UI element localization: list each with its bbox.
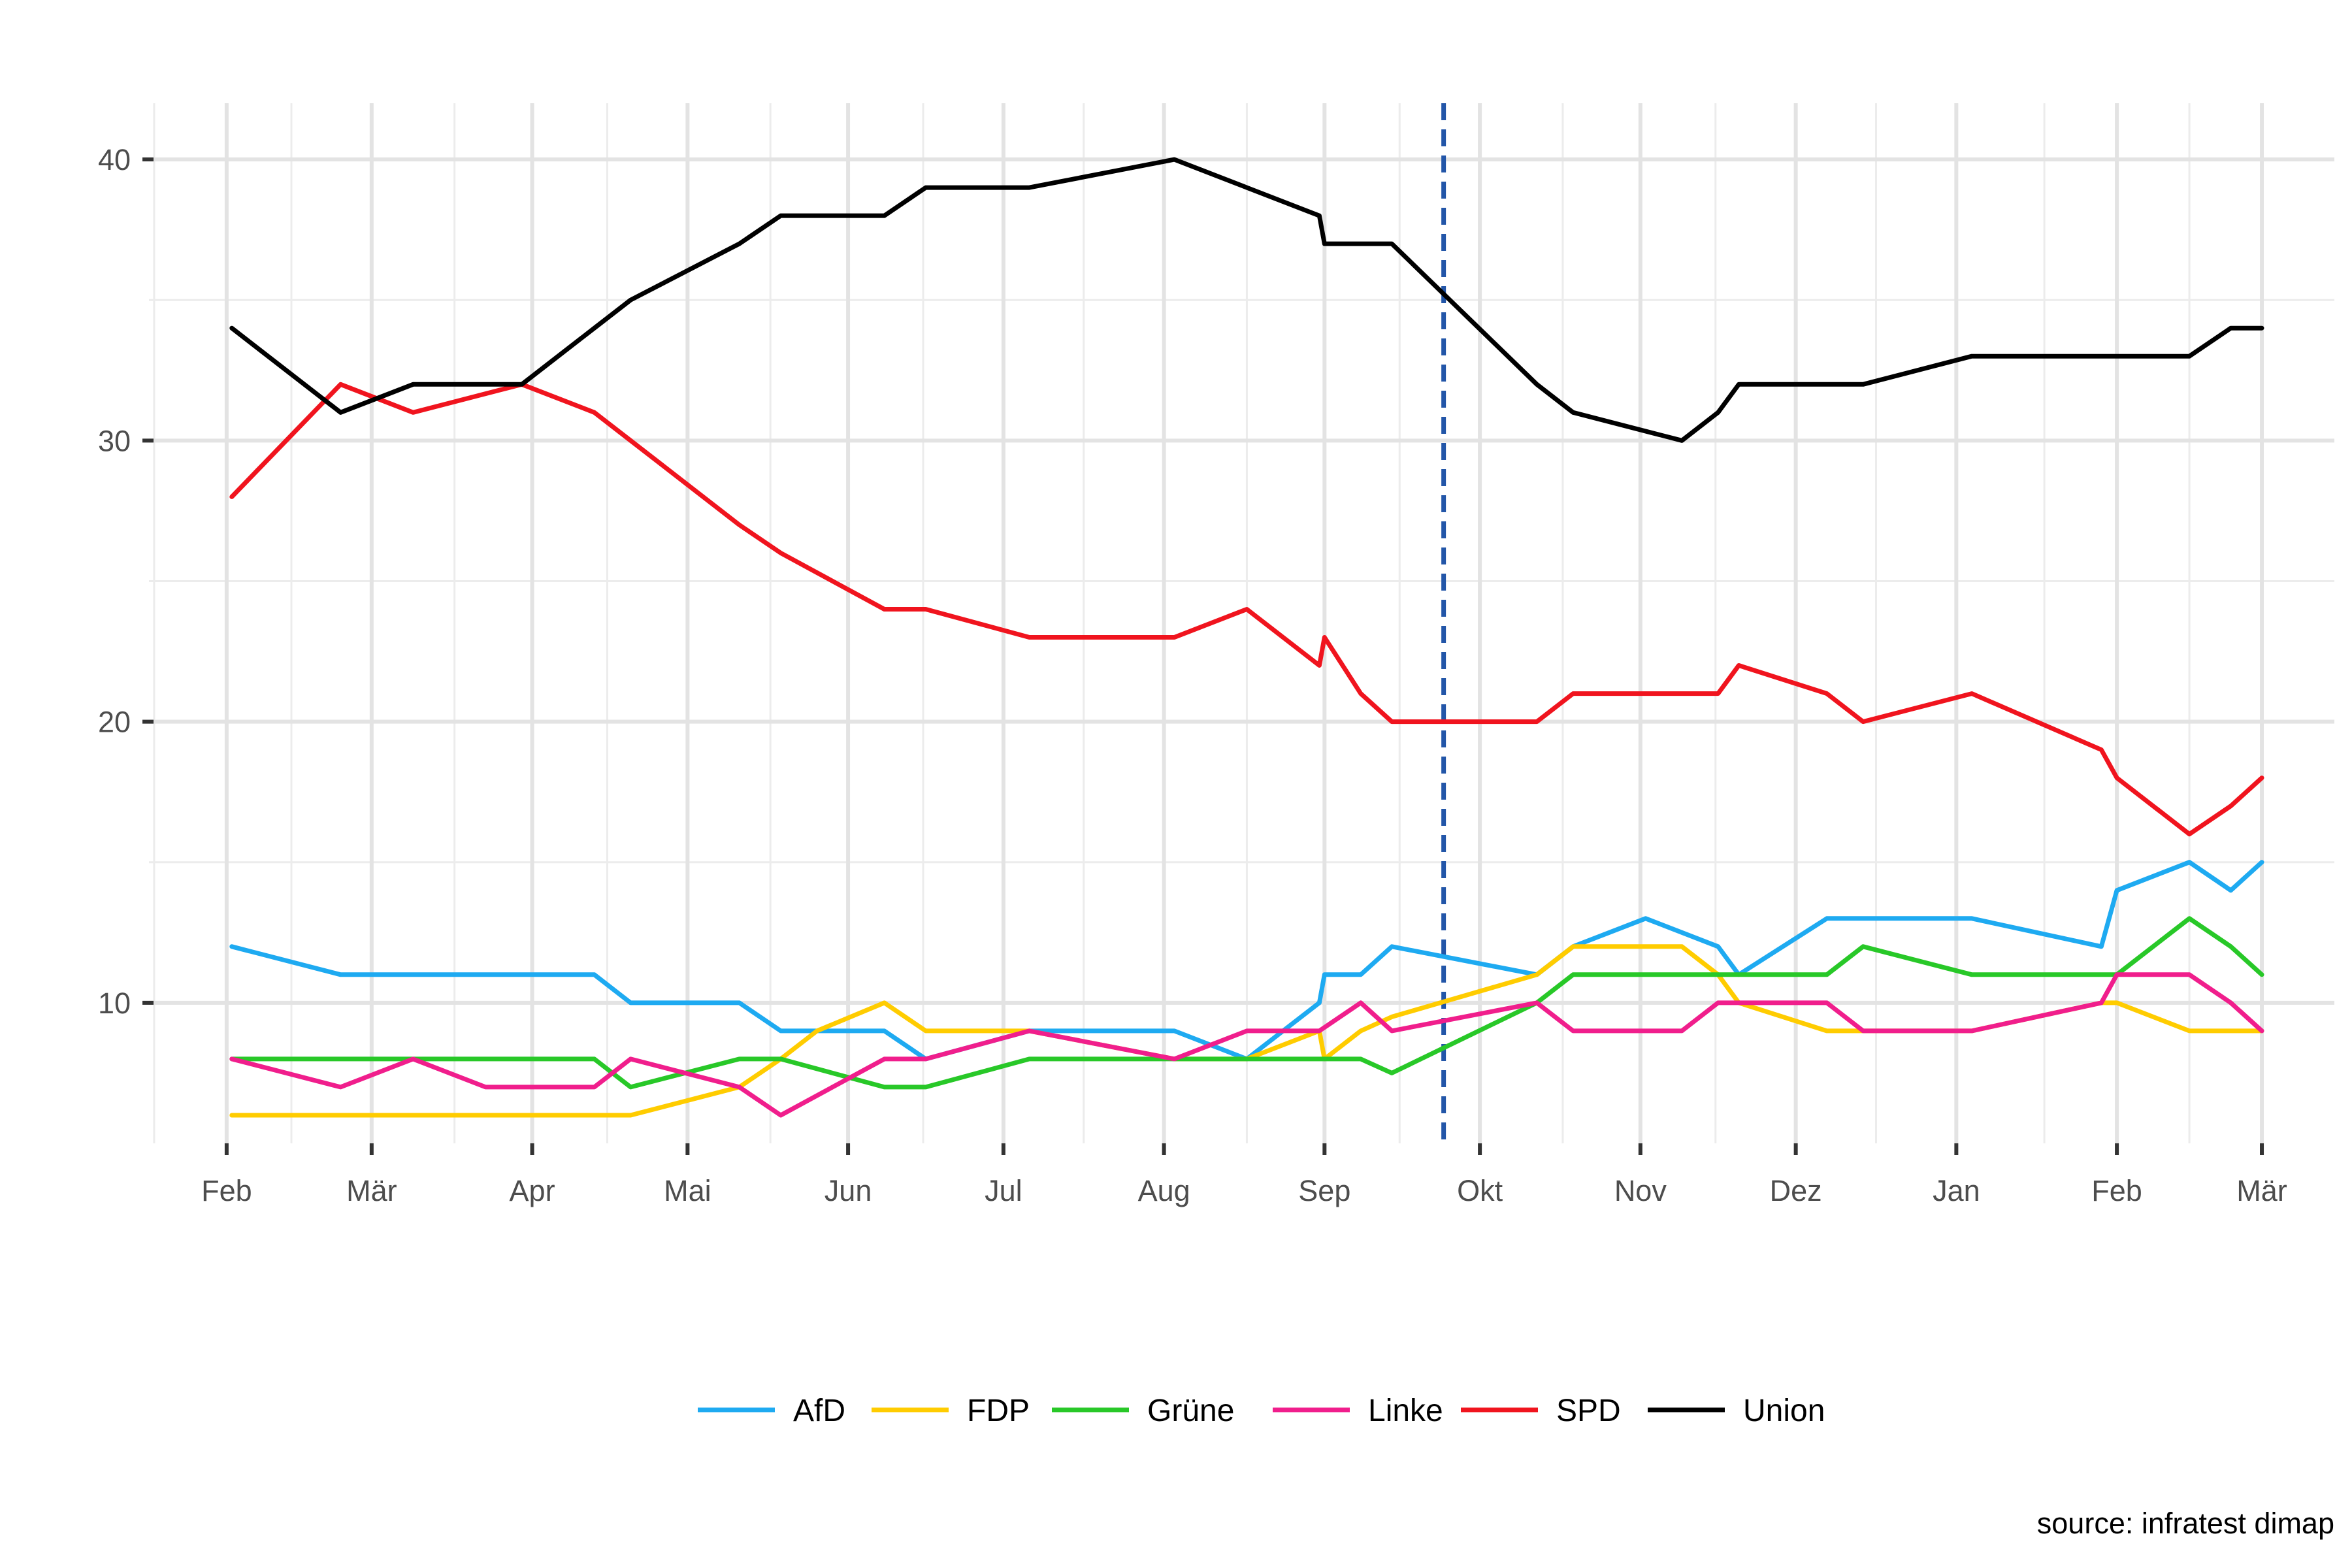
x-tick-label: Sep — [1298, 1174, 1350, 1207]
y-axis: 10 20 30 40 — [98, 143, 154, 1020]
legend: AfD FDP Grüne Linke SPD Union — [698, 1394, 1825, 1428]
series-line-spd — [229, 382, 2264, 837]
major-gridlines — [149, 103, 2334, 1143]
x-tick-label: Mär — [346, 1174, 397, 1207]
legend-label: AfD — [793, 1394, 845, 1428]
x-tick-label: Aug — [1138, 1174, 1190, 1207]
x-tick-label: Feb — [201, 1174, 252, 1207]
legend-label: Union — [1743, 1394, 1825, 1428]
y-tick-label: 10 — [98, 987, 131, 1020]
x-tick-label: Mai — [664, 1174, 711, 1207]
y-tick-label: 30 — [98, 424, 131, 457]
series-line-afd — [229, 860, 2264, 1062]
x-tick-label: Mär — [2236, 1174, 2287, 1207]
legend-label: FDP — [967, 1394, 1030, 1428]
x-tick-label: Apr — [510, 1174, 555, 1207]
minor-gridlines — [149, 103, 2334, 1143]
legend-label: SPD — [1556, 1394, 1621, 1428]
x-axis: Feb Mär Apr Mai Jun Jul Aug Sep Okt Nov Dez Jan Feb M… — [201, 1143, 2287, 1207]
series-line-union — [229, 157, 2264, 443]
y-tick-label: 40 — [98, 143, 131, 176]
x-tick-label: Dez — [1770, 1174, 1822, 1207]
legend-label: Linke — [1368, 1394, 1443, 1428]
x-tick-label: Feb — [2091, 1174, 2142, 1207]
x-tick-label: Jul — [985, 1174, 1022, 1207]
y-tick-label: 20 — [98, 706, 131, 739]
source-caption: source: infratest dimap — [2037, 1507, 2334, 1540]
legend-label: Grüne — [1147, 1394, 1234, 1428]
series-lines — [229, 157, 2264, 1118]
x-tick-label: Jun — [825, 1174, 872, 1207]
x-tick-label: Okt — [1457, 1174, 1503, 1207]
series-line-linke — [229, 972, 2264, 1118]
x-tick-label: Nov — [1614, 1174, 1667, 1207]
x-tick-label: Jan — [1933, 1174, 1980, 1207]
